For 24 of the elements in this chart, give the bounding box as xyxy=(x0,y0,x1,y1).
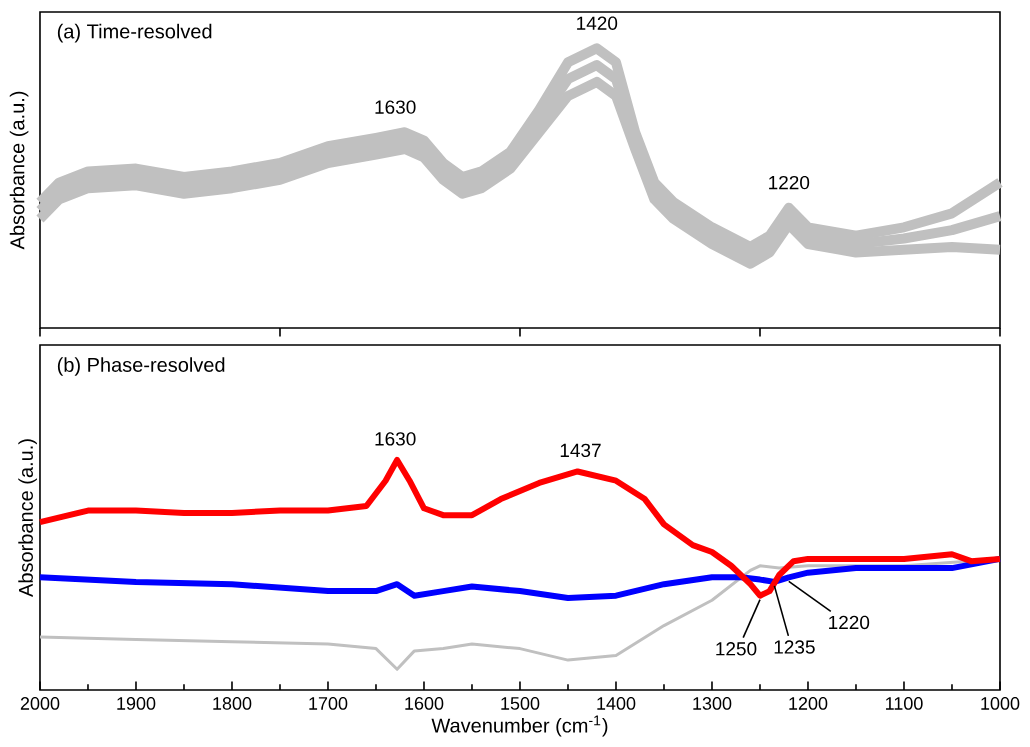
annotation: 1630 xyxy=(375,432,416,446)
x-tick-label: 1900 xyxy=(117,697,156,710)
x-tick-label: 1300 xyxy=(693,697,732,710)
annotation: 1630 xyxy=(375,100,416,114)
x-tick-label: 1500 xyxy=(501,697,540,710)
x-tick-label: 1000 xyxy=(981,697,1020,710)
annotation: 1235 xyxy=(774,640,815,654)
x-axis-title: Wavenumber (cm$^{-1}$) xyxy=(431,715,608,737)
x-tick-label: 1200 xyxy=(789,697,828,710)
annotation: 1250 xyxy=(716,642,757,656)
annotation: 1220 xyxy=(769,175,810,190)
x-tick-label: 1700 xyxy=(309,697,348,710)
y-axis-title: Absorbance (a.u.) xyxy=(9,91,29,250)
x-tick-label: 2000 xyxy=(20,697,60,710)
chart-title: (a) Time-resolved xyxy=(57,23,212,43)
x-tick-label: 1600 xyxy=(405,697,444,710)
x-tick-label: 1800 xyxy=(213,697,252,710)
chart-title: (b) Phase-resolved xyxy=(57,357,225,376)
annotation: 1420 xyxy=(577,16,618,30)
annotation: 1437 xyxy=(560,443,601,458)
annotation: 1220 xyxy=(829,615,870,630)
y-axis-title: Absorbance (a.u.) xyxy=(18,439,37,597)
x-tick-label: 1100 xyxy=(886,697,923,710)
x-tick-label: 1400 xyxy=(597,697,636,710)
